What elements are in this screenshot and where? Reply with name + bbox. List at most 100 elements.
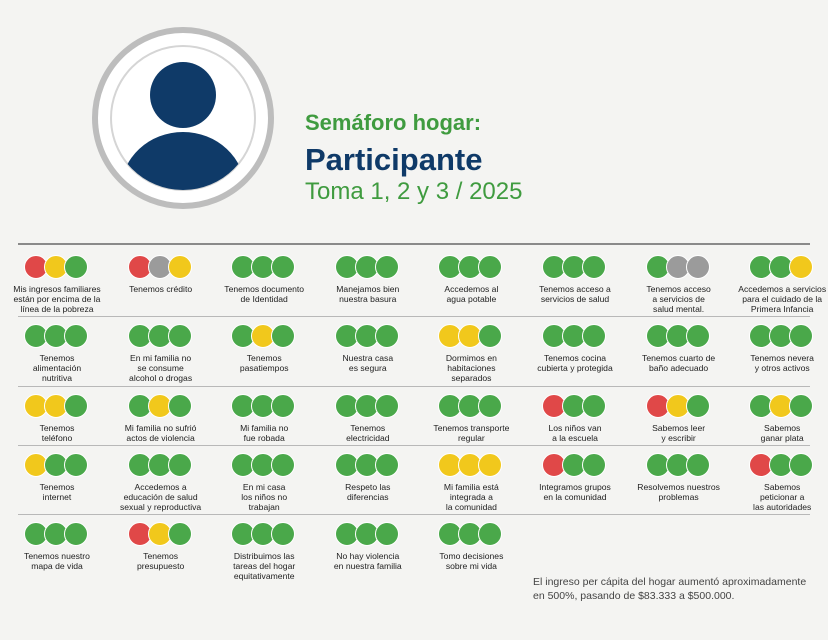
label-line: Resolvemos nuestros (637, 482, 720, 492)
label-line: baño adecuado (648, 363, 709, 373)
status-light (374, 324, 399, 348)
status-lights (542, 394, 608, 420)
label-line: Tenemos crédito (129, 284, 193, 294)
label-line: Tenemos nevera (750, 353, 814, 363)
label-line: servicios de salud (540, 294, 610, 304)
indicator-label: Resolvemos nuestros problemas (627, 482, 731, 502)
label-line: Tenemos transporte (433, 423, 510, 433)
indicator: Distribuimos las tareas del hogar equitati… (212, 522, 316, 581)
status-light (478, 394, 503, 418)
status-light (64, 324, 88, 348)
label-line: salud mental. (653, 304, 705, 314)
indicator-label: Tenemos alimentación nutritiva (5, 353, 109, 383)
label-line: para el cuidado de la (742, 294, 823, 304)
label-line: Tenemos (143, 551, 179, 561)
status-light (685, 324, 710, 348)
label-line: teléfono (41, 433, 73, 443)
label-line: es segura (348, 363, 387, 373)
label-line: electricidad (346, 433, 390, 443)
indicator-label: Tenemos nevera y otros activos (730, 353, 828, 373)
status-light (438, 324, 463, 348)
indicator: Tenemos presupuesto (109, 522, 213, 571)
indicator: Mi familia está integrada a la comunidad (419, 453, 523, 512)
label-line: nuestra basura (339, 294, 397, 304)
indicator-label: Accedemos al agua potable (419, 284, 523, 304)
status-lights (438, 394, 504, 420)
indicator: Tenemos crédito (109, 255, 213, 294)
status-lights (231, 394, 297, 420)
status-light (147, 324, 172, 348)
label-line: Nuestra casa (342, 353, 394, 363)
status-light (167, 394, 192, 418)
label-line: los niños no (241, 492, 288, 502)
label-line: Primera Infancia (750, 304, 814, 314)
label-line: Respeto las (345, 482, 391, 492)
indicator-label: Sabemos leer y escribir (627, 423, 731, 443)
label-line: Tenemos cuarto de (642, 353, 716, 363)
status-lights (645, 324, 712, 350)
indicator: Los niños van a la escuela (523, 394, 627, 443)
status-light (542, 453, 566, 477)
status-light (374, 394, 399, 418)
indicator: Accedemos a educación de salud sexual y re… (109, 453, 213, 512)
label-line: integrada a (449, 492, 493, 502)
label-line: Distribuimos las (233, 551, 295, 561)
status-lights (749, 394, 815, 420)
row-separator (18, 514, 810, 515)
status-lights (334, 522, 401, 548)
status-light (478, 324, 503, 348)
status-light (582, 394, 606, 418)
label-line: ganar plata (760, 433, 804, 443)
indicator-label: Tenemos crédito (109, 284, 213, 294)
status-lights (438, 453, 504, 479)
note-line: en 500%, pasando de $83.333 a $500.000. (533, 590, 735, 602)
indicator-label: Tomo decisiones sobre mi vida (419, 551, 523, 571)
indicator-label: Dormimos en habitaciones separados (419, 353, 523, 383)
status-lights (231, 255, 297, 281)
status-light (24, 394, 48, 418)
status-light (167, 453, 192, 477)
label-line: pasatiempos (239, 363, 289, 373)
status-lights (127, 255, 194, 281)
label-line: Los niños van (548, 423, 602, 433)
label-line: problemas (658, 492, 699, 502)
status-lights (24, 394, 90, 420)
label-line: Mi familia no sufrió (124, 423, 197, 433)
indicator: Tenemos cocina cubierta y protegida (523, 324, 627, 373)
label-line: fue robada (243, 433, 285, 443)
indicator-label: Sabemos ganar plata (730, 423, 828, 443)
indicator: Tenemos alimentación nutritiva (5, 324, 109, 383)
status-lights (231, 522, 297, 548)
indicator-label: Tenemos electricidad (316, 423, 420, 443)
status-lights (749, 255, 815, 281)
label-line: las autoridades (753, 502, 812, 512)
label-line: agua potable (446, 294, 497, 304)
label-line: tareas del hogar (233, 561, 296, 571)
label-line: Tenemos acceso (646, 284, 711, 294)
label-line: Tenemos acceso a (539, 284, 611, 294)
indicator: Sabemos leer y escribir (627, 394, 731, 443)
label-line: Sabemos (764, 482, 801, 492)
indicator: Tenemos nevera y otros activos (730, 324, 828, 373)
status-lights (127, 394, 194, 420)
label-line: Mis ingresos familiares (13, 284, 101, 294)
label-line: Tenemos documento (224, 284, 305, 294)
indicator-label: Integramos grupos en la comunidad (523, 482, 627, 502)
status-lights (645, 453, 712, 479)
indicator: Mis ingresos familiares están por encima … (5, 255, 109, 314)
indicator: Tenemos cuarto de baño adecuado (627, 324, 731, 373)
indicator-label: Tenemos transporte regular (419, 423, 523, 443)
status-lights (334, 453, 401, 479)
label-line: Tenemos nuestro (24, 551, 90, 561)
indicator: Mi familia no sufrió actos de violencia (109, 394, 213, 443)
note: El ingreso per cápita del hogar aumentó … (533, 575, 806, 603)
indicator-label: Mi familia no sufrió actos de violencia (109, 423, 213, 443)
subtitle: Participante (305, 142, 483, 177)
indicator: Tenemos teléfono (5, 394, 109, 443)
row-separator (18, 445, 810, 446)
indicator: Tenemos electricidad (316, 394, 420, 443)
indicator: Mi familia no fue robada (212, 394, 316, 443)
status-lights (438, 522, 504, 548)
indicator: En mi casa los niños no trabajan (212, 453, 316, 512)
status-lights (24, 255, 90, 281)
